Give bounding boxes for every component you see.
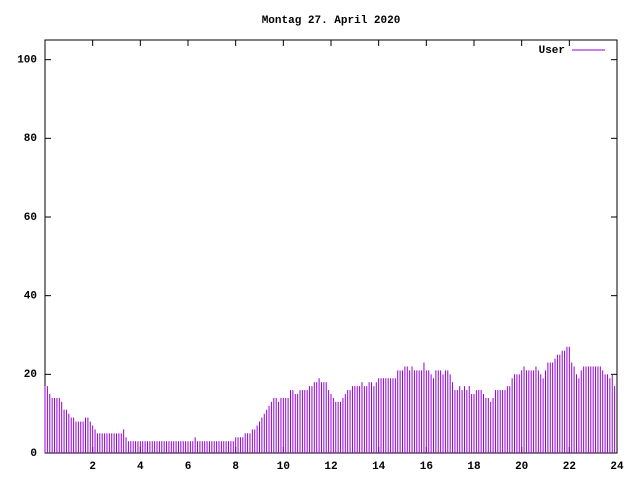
y-tick-label: 100 <box>17 55 37 67</box>
y-tick-label: 0 <box>30 448 37 460</box>
x-tick-label: 10 <box>277 461 290 473</box>
x-tick-label: 22 <box>563 461 576 473</box>
x-tick-label: 4 <box>137 461 144 473</box>
x-tick-label: 14 <box>372 461 386 473</box>
x-tick-label: 18 <box>467 461 481 473</box>
chart-title: Montag 27. April 2020 <box>262 15 401 27</box>
x-tick-label: 12 <box>324 461 337 473</box>
x-tick-label: 2 <box>89 461 96 473</box>
y-tick-label: 60 <box>24 212 37 224</box>
y-tick-label: 80 <box>24 133 37 145</box>
y-tick-label: 20 <box>24 369 37 381</box>
x-tick-label: 24 <box>610 461 624 473</box>
x-tick-label: 20 <box>515 461 528 473</box>
x-tick-label: 8 <box>232 461 239 473</box>
x-tick-label: 6 <box>185 461 192 473</box>
legend-label: User <box>539 45 565 57</box>
y-tick-label: 40 <box>24 291 37 303</box>
x-tick-label: 16 <box>420 461 433 473</box>
